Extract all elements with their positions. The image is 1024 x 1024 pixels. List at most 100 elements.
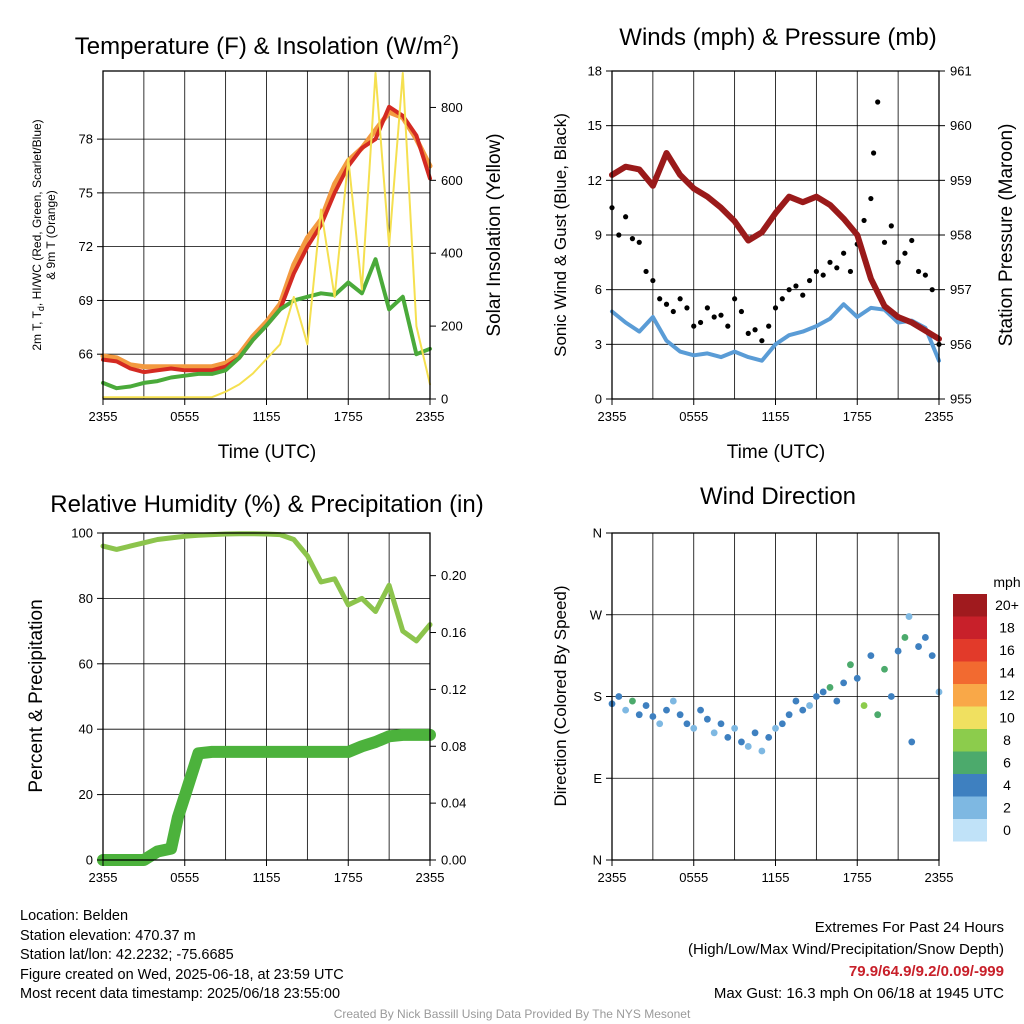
- precipitation-series-line: [97, 728, 436, 866]
- y-tick-label: S: [593, 689, 602, 704]
- gust-point: [861, 217, 867, 224]
- extremes-info: Extremes For Past 24 Hours (High/Low/Max…: [688, 917, 1004, 1005]
- legend-swatch: [953, 751, 987, 774]
- direction-point: [867, 652, 875, 660]
- x-tick-label: 2355: [416, 870, 445, 885]
- direction-point: [724, 733, 732, 741]
- direction-point: [799, 706, 807, 714]
- gust-point: [691, 323, 697, 329]
- legend-label: 16: [999, 642, 1015, 658]
- direction-point: [908, 738, 916, 746]
- direction-point: [629, 697, 636, 705]
- gust-point: [915, 268, 922, 275]
- winds-series: [609, 99, 942, 363]
- humidity-series-line: [100, 531, 433, 644]
- direction-point: [615, 693, 623, 700]
- direction-axes: 2355 0555 1155 1755 2355 N E S W N: [590, 526, 954, 886]
- y-tick-label: 78: [79, 132, 93, 147]
- direction-point: [669, 697, 677, 705]
- gust-point: [806, 277, 813, 284]
- y2-tick-label: 800: [441, 100, 463, 115]
- y2-tick-label: 957: [950, 282, 972, 297]
- credit-line: Created By Nick Bassill Using Data Provi…: [333, 1007, 691, 1021]
- gust-point: [766, 323, 772, 329]
- direction-point: [744, 743, 752, 750]
- direction-point: [642, 702, 650, 709]
- y-tick-label: 66: [79, 347, 93, 362]
- gust-point: [929, 287, 935, 293]
- gust-point: [663, 301, 670, 307]
- x-tick-label: 2355: [89, 870, 118, 885]
- legend-label: 4: [1003, 777, 1011, 793]
- direction-point: [860, 702, 868, 709]
- direction-point: [663, 706, 670, 714]
- y-tick-label: 80: [79, 591, 93, 606]
- direction-point: [717, 720, 725, 728]
- gust-point: [847, 268, 854, 275]
- direction-point: [928, 652, 936, 660]
- gust-point: [820, 272, 826, 278]
- dewpoint-series-line: [101, 257, 432, 391]
- legend-label: 8: [1003, 732, 1011, 748]
- direction-point: [826, 684, 834, 691]
- nine_meter-series-line: [100, 109, 433, 370]
- direction-point: [683, 720, 691, 728]
- gust-point: [779, 296, 785, 302]
- gust-point: [684, 305, 690, 311]
- y2-tick-label: 961: [950, 64, 972, 79]
- direction-point: [710, 729, 718, 737]
- x-tick-label: 2355: [416, 409, 445, 424]
- x-tick-label: 1155: [253, 409, 281, 424]
- y-tick-label: 12: [588, 173, 602, 188]
- gust-point: [895, 259, 901, 265]
- legend-label: 12: [999, 687, 1015, 703]
- x-tick-label: 1155: [762, 870, 790, 885]
- y-tick-label: 20: [79, 787, 93, 802]
- x-tick-label: 0555: [170, 870, 199, 885]
- winds-left-label: Sonic Wind & Gust (Blue, Black): [551, 113, 570, 357]
- direction-point: [915, 643, 922, 650]
- direction-point: [751, 729, 759, 737]
- gust-point: [629, 236, 636, 242]
- x-tick-label: 0555: [170, 409, 199, 424]
- humidity-series: [97, 531, 436, 866]
- gust-point: [922, 272, 928, 278]
- legend-swatch: [953, 774, 987, 797]
- legend-label: 20+: [995, 597, 1019, 613]
- gust-point: [827, 259, 833, 265]
- direction-point: [778, 720, 786, 728]
- gust-point: [623, 214, 629, 220]
- gust-point: [888, 223, 894, 229]
- y2-tick-label: 959: [950, 173, 972, 188]
- direction-point: [847, 661, 854, 669]
- legend-label: 18: [999, 620, 1015, 636]
- x-tick-label: 1755: [843, 409, 872, 424]
- x-tick-label: 2355: [925, 870, 954, 885]
- direction-point: [792, 697, 800, 705]
- temperature-series: [100, 72, 433, 399]
- gust-point: [643, 268, 649, 275]
- y-tick-label: N: [593, 853, 602, 868]
- direction-point: [806, 702, 813, 709]
- y2-tick-label: 0.12: [441, 682, 466, 697]
- temperature-x-label: Time (UTC): [218, 442, 317, 463]
- gust-point: [841, 250, 847, 256]
- legend-label: 6: [1003, 755, 1011, 771]
- gust-point: [868, 195, 874, 202]
- y-tick-label: 40: [79, 722, 93, 737]
- speed-legend-title: mph: [993, 574, 1020, 590]
- x-tick-label: 1755: [334, 409, 363, 424]
- temperature-axes: 2355 0555 1155 1755 2355 66 69 72 75 78 0 200 400 600…: [79, 100, 463, 424]
- direction-series: [608, 613, 943, 755]
- direction-left-label: Direction (Colored By Speed): [551, 585, 570, 806]
- gust-point: [650, 277, 656, 284]
- direction-point: [853, 674, 861, 682]
- station-info: Location: Belden Station elevation: 470.…: [20, 907, 344, 1005]
- direction-title: Wind Direction: [700, 483, 856, 510]
- winds-grid: [612, 71, 939, 399]
- gust-point: [636, 239, 642, 245]
- gust-point: [738, 308, 745, 315]
- y-tick-label: 60: [79, 656, 93, 671]
- gust-point: [725, 323, 731, 329]
- direction-point: [833, 697, 841, 705]
